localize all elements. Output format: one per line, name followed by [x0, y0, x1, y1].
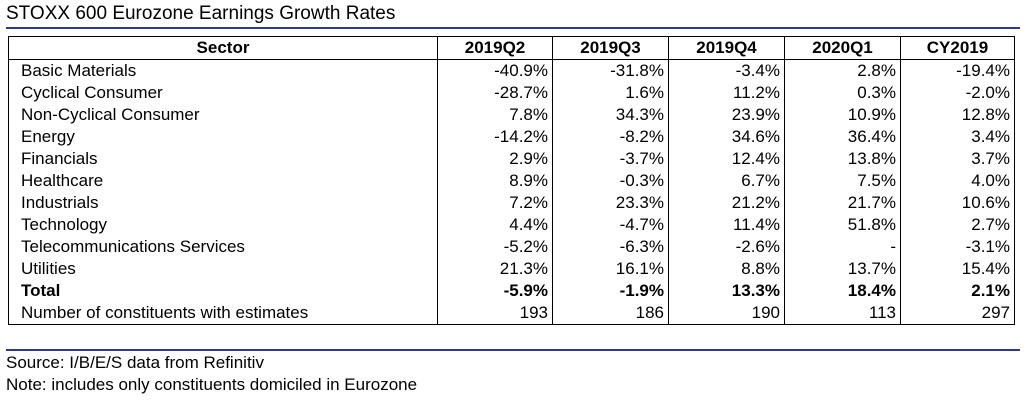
- value-2020q1: 36.4%: [784, 126, 901, 148]
- value-cy2019: 3.4%: [900, 126, 1015, 148]
- value-2019q3: -31.8%: [552, 59, 669, 82]
- value-2019q4: 8.8%: [668, 258, 785, 280]
- value-2019q2: 7.2%: [437, 192, 553, 214]
- value-2019q3: -8.2%: [552, 126, 669, 148]
- total-2020q1: 18.4%: [784, 280, 901, 302]
- value-2019q3: 1.6%: [552, 82, 669, 104]
- column-header-2019q3: 2019Q3: [552, 36, 669, 60]
- value-2020q1: 2.8%: [784, 59, 901, 82]
- value-2019q3: -6.3%: [552, 236, 669, 258]
- value-2019q2: -40.9%: [437, 59, 553, 82]
- value-cy2019: 10.6%: [900, 192, 1015, 214]
- table-row-healthcare: Healthcare 8.9% -0.3% 6.7% 7.5% 4.0%: [8, 170, 1015, 192]
- table-row-non-cyclical-consumer: Non-Cyclical Consumer 7.8% 34.3% 23.9% 1…: [8, 104, 1015, 126]
- column-header-2019q4: 2019Q4: [668, 36, 785, 60]
- constituents-2019q2: 193: [437, 302, 553, 325]
- value-2019q2: 2.9%: [437, 148, 553, 170]
- value-2019q3: -4.7%: [552, 214, 669, 236]
- footnote: Note: includes only constituents domicil…: [6, 375, 418, 394]
- value-2020q1: 13.8%: [784, 148, 901, 170]
- value-cy2019: 15.4%: [900, 258, 1015, 280]
- value-2019q4: 12.4%: [668, 148, 785, 170]
- value-2019q2: -5.2%: [437, 236, 553, 258]
- table-row-energy: Energy -14.2% -8.2% 34.6% 36.4% 3.4%: [8, 126, 1015, 148]
- value-2020q1: 7.5%: [784, 170, 901, 192]
- sector-name: Healthcare: [8, 170, 438, 192]
- value-2020q1: 21.7%: [784, 192, 901, 214]
- total-2019q2: -5.9%: [437, 280, 553, 302]
- sector-name: Technology: [8, 214, 438, 236]
- sector-name: Utilities: [8, 258, 438, 280]
- source-note: Source: I/B/E/S data from Refinitiv: [6, 353, 264, 372]
- value-2019q2: -14.2%: [437, 126, 553, 148]
- table-row-basic-materials: Basic Materials -40.9% -31.8% -3.4% 2.8%…: [8, 59, 1015, 82]
- value-cy2019: -3.1%: [900, 236, 1015, 258]
- sector-name: Non-Cyclical Consumer: [8, 104, 438, 126]
- value-2019q3: -0.3%: [552, 170, 669, 192]
- value-2019q2: 8.9%: [437, 170, 553, 192]
- column-header-2019q2: 2019Q2: [437, 36, 553, 60]
- sector-name: Industrials: [8, 192, 438, 214]
- total-label: Total: [8, 280, 438, 302]
- footer-divider: [6, 349, 1020, 351]
- value-2019q4: -3.4%: [668, 59, 785, 82]
- sector-name: Energy: [8, 126, 438, 148]
- value-2020q1: 10.9%: [784, 104, 901, 126]
- column-header-sector: Sector: [8, 36, 438, 60]
- value-cy2019: 3.7%: [900, 148, 1015, 170]
- value-2019q2: -28.7%: [437, 82, 553, 104]
- table-header-row: Sector 2019Q2 2019Q3 2019Q4 2020Q1 CY201…: [8, 36, 1015, 60]
- value-2020q1: 51.8%: [784, 214, 901, 236]
- table-row-industrials: Industrials 7.2% 23.3% 21.2% 21.7% 10.6%: [8, 192, 1015, 214]
- earnings-growth-table: Sector 2019Q2 2019Q3 2019Q4 2020Q1 CY201…: [8, 36, 1015, 325]
- sector-name: Basic Materials: [8, 59, 438, 82]
- constituents-2020q1: 113: [784, 302, 901, 325]
- value-2019q2: 21.3%: [437, 258, 553, 280]
- value-2020q1: 0.3%: [784, 82, 901, 104]
- sector-name: Cyclical Consumer: [8, 82, 438, 104]
- sector-name: Telecommunications Services: [8, 236, 438, 258]
- value-2019q3: -3.7%: [552, 148, 669, 170]
- table-row-telecommunications-services: Telecommunications Services -5.2% -6.3% …: [8, 236, 1015, 258]
- value-2019q3: 23.3%: [552, 192, 669, 214]
- value-cy2019: 2.7%: [900, 214, 1015, 236]
- value-cy2019: 4.0%: [900, 170, 1015, 192]
- constituents-2019q4: 190: [668, 302, 785, 325]
- total-2019q4: 13.3%: [668, 280, 785, 302]
- table-row-cyclical-consumer: Cyclical Consumer -28.7% 1.6% 11.2% 0.3%…: [8, 82, 1015, 104]
- constituents-cy2019: 297: [900, 302, 1015, 325]
- value-2020q1: -: [784, 236, 901, 258]
- value-2019q4: 11.2%: [668, 82, 785, 104]
- table-row-constituents: Number of constituents with estimates 19…: [8, 302, 1015, 325]
- column-header-2020q1: 2020Q1: [784, 36, 901, 60]
- value-2019q4: 34.6%: [668, 126, 785, 148]
- value-cy2019: -19.4%: [900, 59, 1015, 82]
- sector-name: Financials: [8, 148, 438, 170]
- table-row-utilities: Utilities 21.3% 16.1% 8.8% 13.7% 15.4%: [8, 258, 1015, 280]
- value-2019q4: -2.6%: [668, 236, 785, 258]
- constituents-label: Number of constituents with estimates: [8, 302, 438, 325]
- value-cy2019: 12.8%: [900, 104, 1015, 126]
- total-cy2019: 2.1%: [900, 280, 1015, 302]
- value-2019q3: 16.1%: [552, 258, 669, 280]
- constituents-2019q3: 186: [552, 302, 669, 325]
- total-2019q3: -1.9%: [552, 280, 669, 302]
- page-title: STOXX 600 Eurozone Earnings Growth Rates: [6, 3, 396, 24]
- value-2019q4: 6.7%: [668, 170, 785, 192]
- table-row-financials: Financials 2.9% -3.7% 12.4% 13.8% 3.7%: [8, 148, 1015, 170]
- table-row-technology: Technology 4.4% -4.7% 11.4% 51.8% 2.7%: [8, 214, 1015, 236]
- value-2019q3: 34.3%: [552, 104, 669, 126]
- table-row-total: Total -5.9% -1.9% 13.3% 18.4% 2.1%: [8, 280, 1015, 302]
- value-2019q2: 7.8%: [437, 104, 553, 126]
- value-2019q4: 23.9%: [668, 104, 785, 126]
- value-2020q1: 13.7%: [784, 258, 901, 280]
- value-cy2019: -2.0%: [900, 82, 1015, 104]
- value-2019q4: 21.2%: [668, 192, 785, 214]
- value-2019q4: 11.4%: [668, 214, 785, 236]
- title-divider: [6, 27, 1020, 29]
- value-2019q2: 4.4%: [437, 214, 553, 236]
- column-header-cy2019: CY2019: [900, 36, 1015, 60]
